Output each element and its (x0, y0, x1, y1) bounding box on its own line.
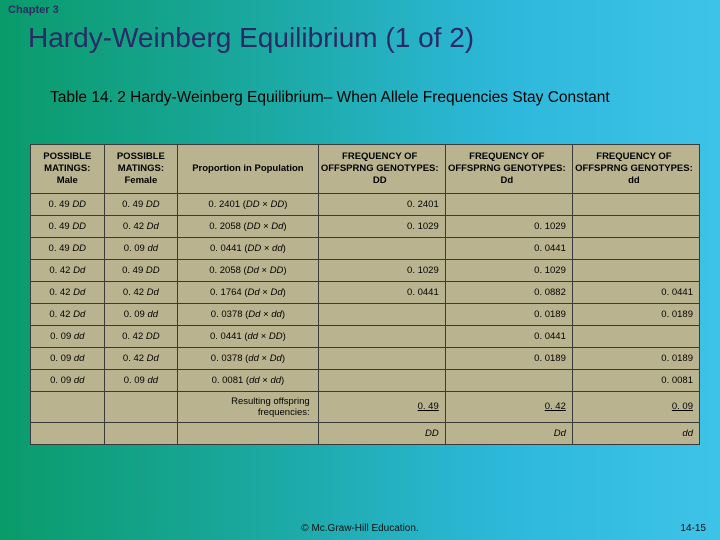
cell-prop: 0. 0441 (dd × DD) (178, 325, 318, 347)
cell-DD: 0. 1029 (318, 215, 445, 237)
cell-Dd: 0. 0441 (445, 325, 572, 347)
cell-dd: 0. 0189 (572, 347, 699, 369)
genotype-row: DDDddd (31, 422, 700, 444)
cell-prop: 0. 0378 (dd × Dd) (178, 347, 318, 369)
cell-Dd: 0. 1029 (445, 215, 572, 237)
th-female: POSSIBLE MATINGS: Female (104, 145, 178, 194)
th-dd: FREQUENCY OF OFFSPRNG GENOTYPES: dd (572, 145, 699, 194)
cell-dd (572, 259, 699, 281)
cell-dd (572, 193, 699, 215)
cell-dd (572, 325, 699, 347)
cell-female: 0. 49 DD (104, 259, 178, 281)
th-male: POSSIBLE MATINGS: Male (31, 145, 105, 194)
cell-prop: 0. 2401 (DD × DD) (178, 193, 318, 215)
cell-prop: 0. 1764 (Dd × Dd) (178, 281, 318, 303)
cell-result-Dd: 0. 42 (445, 391, 572, 422)
cell-geno-dd: dd (572, 422, 699, 444)
cell-DD: 0. 2401 (318, 193, 445, 215)
cell-DD (318, 347, 445, 369)
table-row: 0. 49 DD0. 49 DD0. 2401 (DD × DD)0. 2401 (31, 193, 700, 215)
table-row: 0. 49 DD0. 09 dd0. 0441 (DD × dd) 0. 0441 (31, 237, 700, 259)
table-row: 0. 42 Dd0. 49 DD0. 2058 (Dd × DD)0. 1029… (31, 259, 700, 281)
table: POSSIBLE MATINGS: Male POSSIBLE MATINGS:… (30, 144, 700, 445)
cell-male: 0. 42 Dd (31, 281, 105, 303)
cell-male: 0. 49 DD (31, 237, 105, 259)
cell-female: 0. 42 DD (104, 325, 178, 347)
th-prop: Proportion in Population (178, 145, 318, 194)
cell-dd (572, 237, 699, 259)
th-Dd: FREQUENCY OF OFFSPRNG GENOTYPES: Dd (445, 145, 572, 194)
cell-empty (178, 422, 318, 444)
cell-DD (318, 369, 445, 391)
cell-Dd: 0. 0441 (445, 237, 572, 259)
cell-empty (31, 422, 105, 444)
cell-DD: 0. 1029 (318, 259, 445, 281)
cell-male: 0. 09 dd (31, 347, 105, 369)
table-row: 0. 42 Dd0. 42 Dd0. 1764 (Dd × Dd)0. 0441… (31, 281, 700, 303)
cell-male: 0. 49 DD (31, 193, 105, 215)
cell-Dd (445, 193, 572, 215)
cell-DD (318, 325, 445, 347)
page-number: 14-15 (680, 523, 706, 534)
cell-female: 0. 09 dd (104, 303, 178, 325)
copyright: © Mc.Graw-Hill Education. (0, 523, 720, 534)
table-row: 0. 09 dd0. 42 DD0. 0441 (dd × DD) 0. 0441 (31, 325, 700, 347)
chapter-label: Chapter 3 (8, 4, 59, 16)
cell-empty (104, 422, 178, 444)
cell-empty (31, 391, 105, 422)
cell-male: 0. 42 Dd (31, 259, 105, 281)
cell-Dd: 0. 0189 (445, 303, 572, 325)
result-row: Resulting offspring frequencies:0. 490. … (31, 391, 700, 422)
cell-female: 0. 42 Dd (104, 281, 178, 303)
cell-result-label: Resulting offspring frequencies: (178, 391, 318, 422)
table-row: 0. 49 DD0. 42 Dd0. 2058 (DD × Dd)0. 1029… (31, 215, 700, 237)
cell-geno-Dd: Dd (445, 422, 572, 444)
cell-dd (572, 215, 699, 237)
cell-male: 0. 49 DD (31, 215, 105, 237)
cell-Dd (445, 369, 572, 391)
page-title: Hardy-Weinberg Equilibrium (1 of 2) (28, 22, 474, 54)
cell-empty (104, 391, 178, 422)
cell-male: 0. 09 dd (31, 325, 105, 347)
cell-dd: 0. 0441 (572, 281, 699, 303)
cell-result-dd: 0. 09 (572, 391, 699, 422)
cell-result-DD: 0. 49 (318, 391, 445, 422)
cell-prop: 0. 2058 (DD × Dd) (178, 215, 318, 237)
cell-Dd: 0. 0189 (445, 347, 572, 369)
cell-DD: 0. 0441 (318, 281, 445, 303)
cell-female: 0. 09 dd (104, 369, 178, 391)
table-head: POSSIBLE MATINGS: Male POSSIBLE MATINGS:… (31, 145, 700, 194)
table-body: 0. 49 DD0. 49 DD0. 2401 (DD × DD)0. 2401… (31, 193, 700, 444)
cell-female: 0. 42 Dd (104, 347, 178, 369)
hw-table: POSSIBLE MATINGS: Male POSSIBLE MATINGS:… (30, 144, 700, 445)
cell-DD (318, 237, 445, 259)
cell-dd: 0. 0081 (572, 369, 699, 391)
table-row: 0. 42 Dd0. 09 dd0. 0378 (Dd × dd) 0. 0189… (31, 303, 700, 325)
cell-female: 0. 49 DD (104, 193, 178, 215)
cell-DD (318, 303, 445, 325)
cell-geno-DD: DD (318, 422, 445, 444)
cell-female: 0. 09 dd (104, 237, 178, 259)
cell-female: 0. 42 Dd (104, 215, 178, 237)
cell-male: 0. 42 Dd (31, 303, 105, 325)
cell-prop: 0. 0441 (DD × dd) (178, 237, 318, 259)
cell-Dd: 0. 1029 (445, 259, 572, 281)
table-row: 0. 09 dd0. 42 Dd0. 0378 (dd × Dd) 0. 0189… (31, 347, 700, 369)
cell-male: 0. 09 dd (31, 369, 105, 391)
table-caption: Table 14. 2 Hardy-Weinberg Equilibrium– … (50, 88, 690, 108)
cell-Dd: 0. 0882 (445, 281, 572, 303)
table-row: 0. 09 dd0. 09 dd0. 0081 (dd × dd)0. 0081 (31, 369, 700, 391)
cell-prop: 0. 0081 (dd × dd) (178, 369, 318, 391)
cell-dd: 0. 0189 (572, 303, 699, 325)
th-DD: FREQUENCY OF OFFSPRNG GENOTYPES: DD (318, 145, 445, 194)
cell-prop: 0. 0378 (Dd × dd) (178, 303, 318, 325)
cell-prop: 0. 2058 (Dd × DD) (178, 259, 318, 281)
